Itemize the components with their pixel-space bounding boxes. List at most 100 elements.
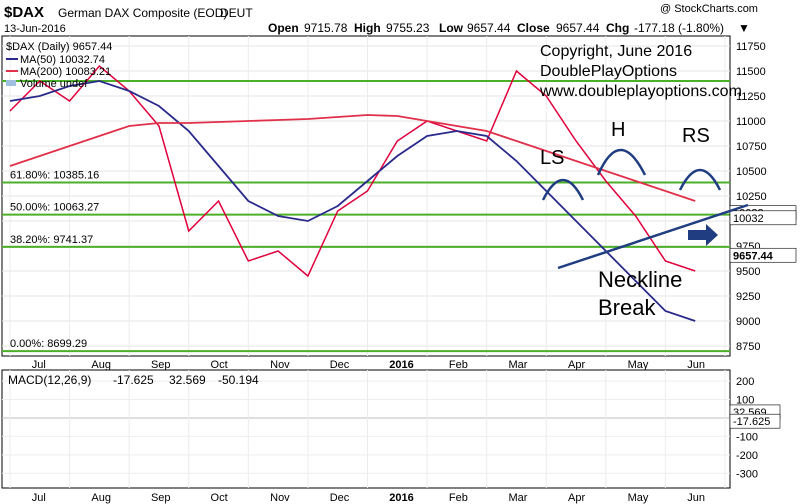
x-tick-label: Dec: [330, 492, 350, 504]
macd-value: -17.625: [113, 373, 154, 387]
close-value: 9657.44: [556, 21, 600, 35]
macd-hist-value: -50.194: [218, 373, 259, 387]
chart-symbol: $DAX: [4, 4, 44, 21]
close-label: Close: [517, 21, 550, 35]
open-label: Open: [268, 21, 299, 35]
series-line: [9, 80, 696, 322]
right-shoulder-arc: [678, 168, 722, 191]
y-tick-label: 100: [736, 395, 754, 407]
x-tick-label: Apr: [568, 359, 585, 371]
high-label: High: [354, 21, 381, 35]
chart-exchange: DEUT: [220, 6, 253, 20]
x-tick-label: Sep: [151, 359, 171, 371]
open-value: 9715.78: [304, 21, 348, 35]
neckline: [557, 203, 749, 270]
y-tick-label: 11750: [736, 41, 766, 53]
price-legend: $DAX (Daily) 9657.44 MA(50) 10032.74 MA(…: [6, 41, 112, 90]
legend-ma50: MA(50) 10032.74: [20, 54, 105, 66]
macd-legend: MACD(12,26,9) -17.625 32.569 -50.194: [8, 373, 259, 387]
watermark: @ StockCharts.com: [660, 3, 758, 15]
low-value: 9657.44: [467, 21, 511, 35]
x-tick-label: May: [628, 359, 649, 371]
series-line: [9, 64, 696, 278]
y-tick-label: 10250: [736, 191, 767, 203]
x-axis: Jul Jul Aug Aug Sep Sep Oct Oct Nov Nov Dec Dec 2016…: [32, 359, 705, 504]
h-label: H: [611, 119, 625, 141]
rs-label: RS: [682, 125, 710, 147]
x-tick-label: Apr: [568, 492, 585, 504]
chg-value: -177.18 (-1.80%): [634, 21, 724, 35]
x-tick-label: Jun: [687, 359, 705, 371]
last-value-tag: [729, 247, 797, 263]
hs-labels: LS H RS Neckline Break: [540, 119, 710, 320]
x-tick-label: Aug: [91, 359, 111, 371]
fib-label: 61.80%: 10385.16: [10, 169, 99, 181]
y-tick-label: 9250: [736, 291, 760, 303]
ls-label: LS: [540, 147, 564, 169]
y-tick-label: 8750: [736, 341, 760, 353]
url-text: www.doubleplayoptions.com: [539, 83, 742, 100]
macd-axis: -300-200-100010020032.569-17.625: [729, 376, 781, 480]
series-line: [9, 114, 696, 202]
x-tick-label: Feb: [449, 359, 468, 371]
x-tick-label: Oct: [211, 359, 228, 371]
price-series: [9, 64, 696, 322]
x-tick-label: Jun: [687, 492, 705, 504]
chart-date: 13-Jun-2016: [4, 23, 66, 35]
fib-label: 50.00%: 10063.27: [10, 202, 99, 214]
fib-lines: 61.80%: 10385.16 50.00%: 10063.27 38.20%: …: [2, 80, 730, 353]
legend-volume-swatch: [6, 80, 16, 86]
last-value-tag: [729, 210, 797, 226]
y-tick-label: 11000: [736, 116, 766, 128]
last-value-tag: [729, 413, 781, 429]
x-tick-label: Jul: [32, 492, 46, 504]
head-arc: [596, 148, 647, 176]
brand-text: DoublePlayOptions: [540, 63, 677, 80]
last-value-text: 10032: [733, 213, 764, 225]
x-tick-label: May: [628, 492, 649, 504]
x-tick-label: Oct: [211, 492, 228, 504]
copyright-box: Copyright, June 2016 DoublePlayOptions w…: [539, 43, 742, 100]
x-tick-label: Dec: [330, 359, 350, 371]
price-axis: 8750900092509500975010000102501050010750…: [729, 41, 797, 353]
chart-name: German DAX Composite (EOD): [58, 6, 227, 20]
x-tick-label: Nov: [270, 359, 290, 371]
last-value-text: -17.625: [733, 416, 770, 428]
y-tick-label: 11250: [736, 91, 766, 103]
y-tick-label: -100: [736, 431, 758, 443]
macd-signal-value: 32.569: [169, 373, 206, 387]
break-label: Break: [598, 295, 656, 320]
left-shoulder-arc: [541, 178, 585, 201]
x-tick-label: Sep: [151, 492, 171, 504]
neckline-label: Neckline: [598, 267, 682, 292]
y-tick-label: 200: [736, 376, 754, 388]
y-tick-label: 11500: [736, 66, 766, 78]
y-tick-label: -200: [736, 450, 758, 462]
x-tick-label: 2016: [389, 359, 413, 371]
legend-ma200: MA(200) 10083.21: [20, 66, 111, 78]
hs-pattern: [541, 148, 749, 270]
x-tick-label: Aug: [91, 492, 111, 504]
x-tick-label: Mar: [508, 492, 527, 504]
x-tick-label: Feb: [449, 492, 468, 504]
high-value: 9755.23: [386, 21, 430, 35]
fib-label: 38.20%: 9741.37: [10, 234, 93, 246]
x-tick-label: Nov: [270, 492, 290, 504]
low-label: Low: [439, 21, 464, 35]
ohlc-bar: Open 9715.78 High 9755.23 Low 9657.44 Cl…: [268, 21, 750, 35]
macd-grid: [2, 370, 730, 488]
legend-main: $DAX (Daily) 9657.44: [6, 41, 112, 53]
arrow-right-icon: [688, 224, 718, 246]
y-tick-label: 9000: [736, 316, 760, 328]
chevron-down-icon[interactable]: ▼: [738, 21, 750, 35]
chg-label: Chg: [606, 21, 629, 35]
macd-panel: [1, 369, 731, 489]
y-tick-label: 10750: [736, 141, 767, 153]
price-grid: [2, 36, 730, 356]
fib-label: 0.00%: 8699.29: [10, 338, 87, 350]
copyright-text: Copyright, June 2016: [540, 43, 692, 60]
legend-volume: Volume undef: [20, 78, 88, 90]
x-tick-label: Jul: [32, 359, 46, 371]
y-tick-label: 10500: [736, 166, 767, 178]
